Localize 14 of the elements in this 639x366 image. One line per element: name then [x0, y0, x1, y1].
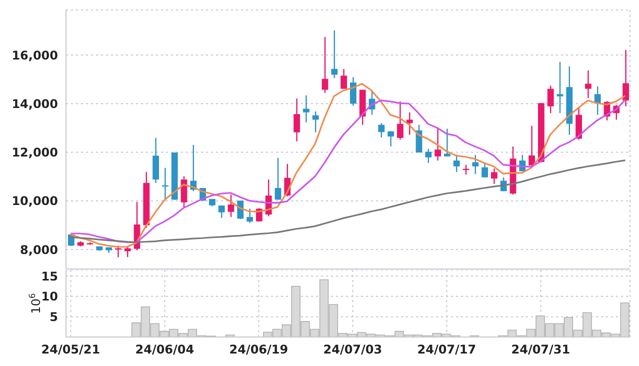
x-tick-label: 24/06/04	[135, 342, 194, 357]
x-tick-label: 24/07/17	[417, 342, 476, 357]
x-tick-label: 24/07/31	[511, 342, 570, 357]
y-tick-label: 8,000	[20, 242, 58, 257]
x-tick-label: 24/07/03	[323, 342, 382, 357]
y-tick-label: 10,000	[12, 194, 58, 208]
y-tick-label: 14,000	[12, 96, 58, 111]
x-tick-label: 24/05/21	[41, 342, 100, 357]
y-tick-label: 5	[50, 310, 58, 324]
y-tick-label: 16,000	[12, 48, 58, 62]
y-tick-label: 12,000	[12, 146, 58, 160]
y-tick-label: 10	[41, 290, 58, 304]
x-tick-label: 24/06/19	[229, 342, 288, 357]
y-tick-label: 15	[41, 269, 58, 284]
